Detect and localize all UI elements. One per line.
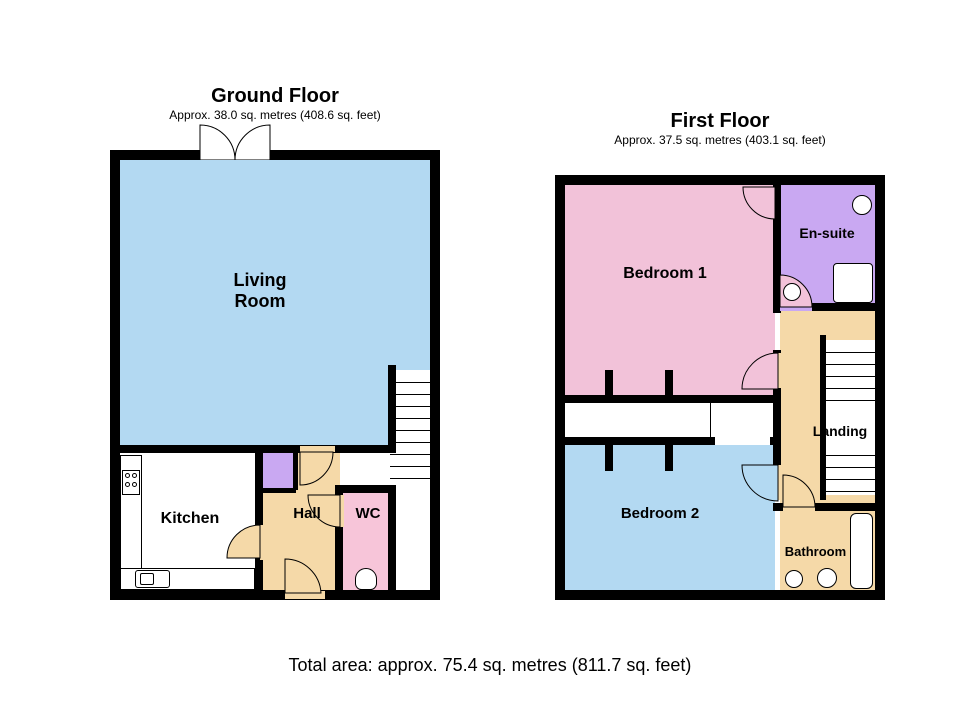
landing-label: Landing: [805, 423, 875, 439]
first-floor-title: First Floor: [555, 110, 885, 133]
first-floor-subtitle: Approx. 37.5 sq. metres (403.1 sq. feet): [555, 133, 885, 147]
toilet-icon: [355, 568, 377, 590]
ensuite-toilet-icon: [852, 195, 872, 215]
kitchen-label: Kitchen: [150, 510, 230, 528]
living-room-label: LivingRoom: [200, 270, 320, 311]
bath-tub-icon: [850, 513, 873, 589]
ground-floor-title: Ground Floor: [110, 85, 440, 108]
bathroom-basin-icon: [785, 570, 803, 588]
ensuite-basin-icon: [783, 283, 801, 301]
total-area-text: Total area: approx. 75.4 sq. metres (811…: [0, 655, 980, 676]
cupboard-room: [260, 450, 295, 490]
ensuite-label: En-suite: [787, 225, 867, 241]
first-floor-plan: Bedroom 1 En-suite Landing Bedroom 2 Bat…: [555, 175, 885, 600]
bedroom1-label: Bedroom 1: [605, 265, 725, 283]
wc-label: WC: [348, 505, 388, 522]
hall-label: Hall: [282, 505, 332, 522]
ensuite-shower-icon: [833, 263, 873, 303]
bedroom2-label: Bedroom 2: [600, 505, 720, 522]
bathroom-label: Bathroom: [778, 545, 853, 560]
bathroom-toilet-icon: [817, 568, 837, 588]
ground-floor-plan: LivingRoom Kitchen Hall WC: [110, 150, 440, 600]
